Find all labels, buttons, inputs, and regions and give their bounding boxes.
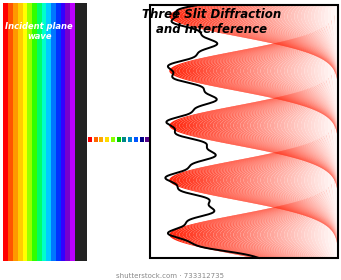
Bar xyxy=(139,137,144,143)
Bar xyxy=(56,3,61,261)
Bar xyxy=(94,137,98,143)
Bar xyxy=(3,3,8,261)
Bar xyxy=(145,137,149,143)
Bar xyxy=(150,5,338,258)
Bar xyxy=(46,3,51,261)
Bar xyxy=(150,5,338,258)
Text: Incident plane
wave: Incident plane wave xyxy=(5,22,73,41)
Text: shutterstock.com · 733312735: shutterstock.com · 733312735 xyxy=(117,273,224,279)
Bar xyxy=(23,3,27,261)
Bar xyxy=(117,137,121,143)
Bar xyxy=(13,3,18,261)
Bar xyxy=(18,3,23,261)
Bar xyxy=(42,3,46,261)
Bar xyxy=(27,3,32,261)
Bar xyxy=(65,3,70,261)
Bar xyxy=(61,3,65,261)
Bar xyxy=(134,137,138,143)
Bar xyxy=(75,3,87,149)
Bar xyxy=(32,3,37,261)
Text: Three Slit Diffraction
and Interference: Three Slit Diffraction and Interference xyxy=(142,8,281,36)
Bar xyxy=(111,137,115,143)
Bar xyxy=(8,3,13,261)
Bar xyxy=(70,3,75,261)
Bar xyxy=(75,130,87,261)
Bar xyxy=(37,3,42,261)
Bar xyxy=(51,3,56,261)
Bar xyxy=(88,137,92,143)
Bar xyxy=(122,137,127,143)
Bar xyxy=(128,137,132,143)
Bar xyxy=(105,137,109,143)
Bar xyxy=(100,137,103,143)
